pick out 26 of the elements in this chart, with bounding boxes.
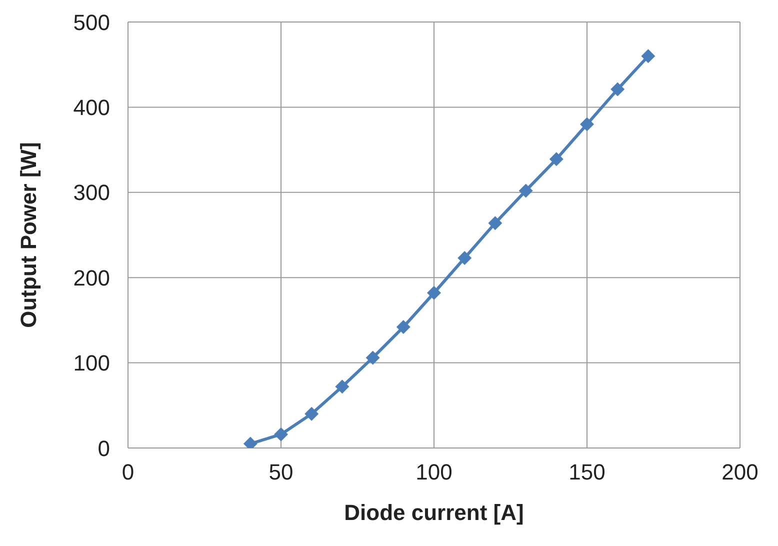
- point: [304, 406, 319, 421]
- point: [580, 117, 594, 132]
- point: [396, 320, 410, 334]
- point: [549, 152, 564, 166]
- point: [518, 184, 533, 198]
- y-tick-label: 500: [73, 10, 110, 35]
- point: [488, 216, 502, 230]
- point: [366, 350, 380, 365]
- y-tick-label: 400: [73, 95, 110, 120]
- y-tick-label: 300: [73, 180, 110, 206]
- x-axis-title: Diode current [A]: [344, 500, 524, 525]
- point: [427, 286, 441, 300]
- point: [641, 49, 656, 64]
- point: [610, 82, 625, 96]
- y-tick-label: 200: [73, 265, 110, 290]
- y-tick-label: 100: [73, 350, 110, 376]
- x-tick-label: 100: [416, 460, 452, 485]
- y-tick-label: 0: [98, 436, 110, 461]
- point: [274, 427, 288, 442]
- x-tick-label: 200: [722, 460, 758, 485]
- x-tick-label: 0: [122, 460, 134, 485]
- point: [335, 380, 350, 394]
- y-axis-title: Output Power [W]: [16, 142, 41, 328]
- x-tick-label: 50: [268, 460, 294, 485]
- x-tick-label: 150: [568, 460, 606, 485]
- point: [458, 251, 472, 266]
